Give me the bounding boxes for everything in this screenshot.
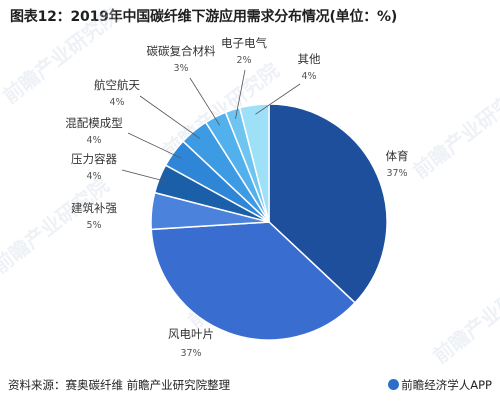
slice-label-8: 电子电气 bbox=[221, 36, 267, 50]
leader-line-9 bbox=[255, 83, 301, 115]
leader-line-7 bbox=[189, 77, 221, 126]
slice-value-1: 37% bbox=[386, 168, 407, 179]
brand-name: 前瞻经济学人APP bbox=[401, 378, 492, 392]
slice-label-4: 压力容器 bbox=[71, 152, 117, 166]
pie-chart: 体育 37% 风电叶片 37% 建筑补强 5% 压力容器 4% 混配模成型 4% 航空航天 4% 碳碳复… bbox=[65, 36, 409, 359]
pie-slice-2 bbox=[150, 221, 357, 341]
slice-value-3: 5% bbox=[86, 220, 101, 231]
slice-value-4: 4% bbox=[86, 171, 101, 182]
slice-value-5: 4% bbox=[86, 135, 101, 146]
pie-slice-9 bbox=[238, 103, 270, 223]
slice-label-9: 其他 bbox=[298, 52, 321, 66]
chart-title: 图表12：2019年中国碳纤维下游应用需求分布情况(单位：%) bbox=[10, 9, 398, 25]
source-note: 资料来源：赛奥碳纤维 前瞻产业研究院整理 bbox=[8, 378, 231, 392]
slice-label-3: 建筑补强 bbox=[71, 201, 117, 215]
slice-value-6: 4% bbox=[109, 97, 124, 108]
leader-line-5 bbox=[127, 132, 182, 159]
slice-value-2: 37% bbox=[180, 348, 201, 359]
slice-value-8: 2% bbox=[236, 55, 251, 66]
slice-value-7: 3% bbox=[173, 63, 188, 74]
brand-logo-icon bbox=[388, 379, 400, 390]
slice-value-9: 4% bbox=[301, 71, 316, 82]
pie-slice-1 bbox=[268, 103, 388, 304]
slice-label-5: 混配模成型 bbox=[65, 116, 123, 130]
footer: 资料来源：赛奥碳纤维 前瞻产业研究院整理 前瞻经济学人APP bbox=[0, 370, 500, 403]
leader-line-6 bbox=[139, 95, 201, 139]
slice-label-6: 航空航天 bbox=[94, 78, 140, 92]
brand-credit: 前瞻经济学人APP bbox=[388, 377, 492, 393]
leader-line-8 bbox=[235, 69, 246, 119]
slice-label-1: 体育 bbox=[386, 149, 409, 163]
leader-line-4 bbox=[121, 169, 169, 183]
slice-label-2: 风电叶片 bbox=[168, 327, 214, 341]
slice-label-7: 碳碳复合材料 bbox=[147, 44, 216, 58]
